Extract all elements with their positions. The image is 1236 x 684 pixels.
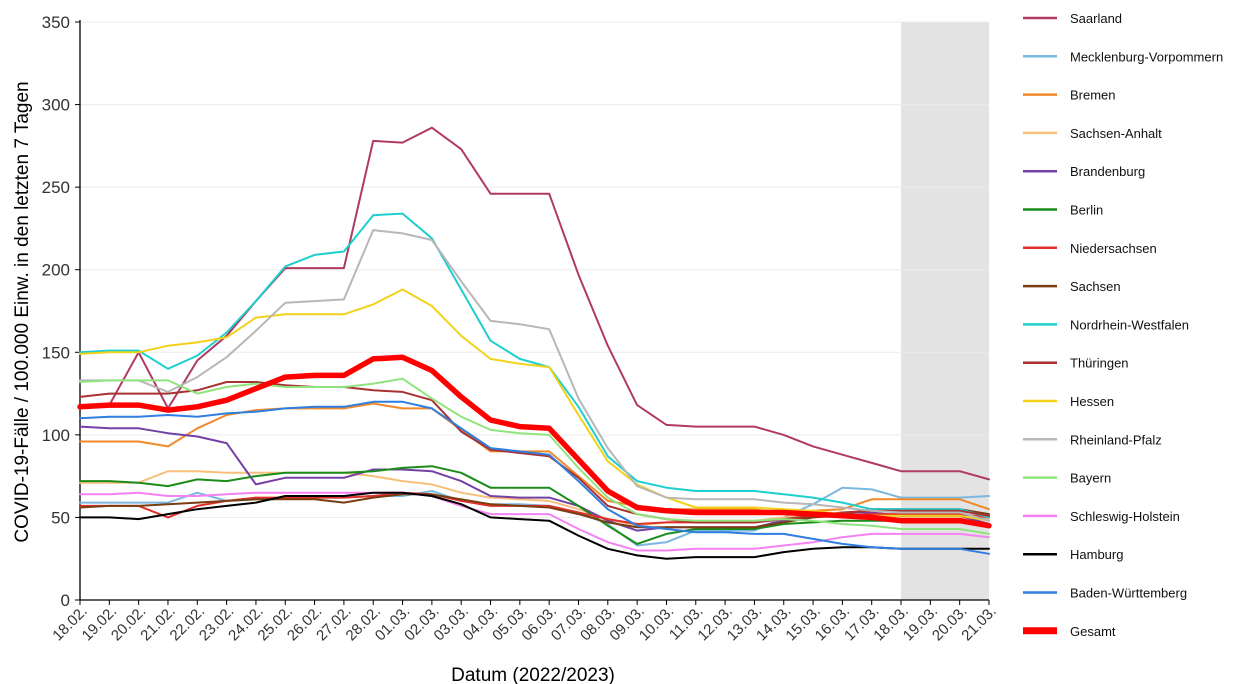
legend-label-schleswig-holstein: Schleswig-Holstein: [1070, 509, 1180, 524]
legend-label-hamburg: Hamburg: [1070, 547, 1123, 562]
y-tick-label: 300: [42, 96, 70, 115]
y-tick-label: 150: [42, 343, 70, 362]
series-layer: [80, 128, 989, 559]
y-tick-label: 200: [42, 261, 70, 280]
legend-label-gesamt: Gesamt: [1070, 624, 1116, 639]
legend-label-baden-w-rttemberg: Baden-Württemberg: [1070, 586, 1187, 601]
legend-label-sachsen-anhalt: Sachsen-Anhalt: [1070, 126, 1162, 141]
legend-label-brandenburg: Brandenburg: [1070, 164, 1145, 179]
y-axis-label: COVID-19-Fälle / 100.000 Einw. in den le…: [12, 81, 33, 542]
legend-label-th-ringen: Thüringen: [1070, 356, 1129, 371]
legend-label-rheinland-pfalz: Rheinland-Pfalz: [1070, 432, 1162, 447]
legend-label-mecklenburg-vorpommern: Mecklenburg-Vorpommern: [1070, 49, 1223, 64]
series-line-rheinland-pfalz: [80, 230, 989, 521]
legend-label-niedersachsen: Niedersachsen: [1070, 241, 1157, 256]
legend: Saarland Mecklenburg-Vorpommern Bremen Sach…: [1023, 11, 1223, 639]
y-tick-label: 0: [61, 591, 70, 610]
legend-label-saarland: Saarland: [1070, 11, 1122, 26]
legend-label-sachsen: Sachsen: [1070, 279, 1121, 294]
y-tick-label: 50: [51, 508, 70, 527]
legend-label-bremen: Bremen: [1070, 88, 1116, 103]
y-tick-label: 350: [42, 13, 70, 32]
y-tick-label: 250: [42, 178, 70, 197]
legend-label-hessen: Hessen: [1070, 394, 1114, 409]
x-axis-label: Datum (2022/2023): [451, 665, 615, 684]
series-line-baden-w-rttemberg: [80, 402, 989, 554]
y-tick-label: 100: [42, 426, 70, 445]
legend-label-bayern: Bayern: [1070, 471, 1111, 486]
axes-layer: 05010015020025030035018.02.19.02.20.02.2…: [42, 13, 1000, 644]
legend-label-nordrhein-westfalen: Nordrhein-Westfalen: [1070, 317, 1189, 332]
legend-label-berlin: Berlin: [1070, 203, 1103, 218]
